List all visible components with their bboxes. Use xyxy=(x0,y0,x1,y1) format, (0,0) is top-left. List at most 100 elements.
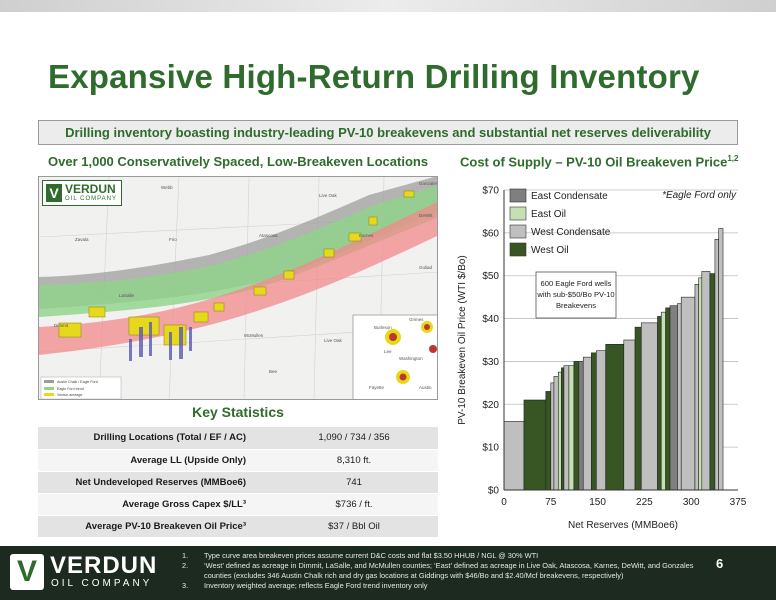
bar xyxy=(665,307,671,491)
top-band xyxy=(0,0,776,12)
footnote-number: 2. xyxy=(182,561,189,570)
bar xyxy=(657,316,662,491)
footnote-number: 3. xyxy=(182,581,189,590)
bar xyxy=(623,339,636,491)
map-section-header: Over 1,000 Conservatively Spaced, Low-Br… xyxy=(48,154,429,169)
svg-text:Fayette: Fayette xyxy=(369,385,385,390)
map-logo-v-icon: V xyxy=(46,184,62,202)
svg-text:Burleson: Burleson xyxy=(374,325,392,330)
chart-svg: $0 $10 $20 $30 $40 $50 $60 $70 0 75 150 225 300 375 Ne… xyxy=(457,186,747,532)
bar xyxy=(709,273,716,491)
legend-label: East Oil xyxy=(531,209,566,220)
bar xyxy=(553,376,559,491)
svg-text:Dimmit: Dimmit xyxy=(54,323,69,328)
gray-trend-band xyxy=(39,177,437,309)
chart-section-title: Cost of Supply – PV-10 Oil Breakeven Pri… xyxy=(460,154,728,170)
stat-label: Average PV-10 Breakeven Oil Price³ xyxy=(38,515,270,538)
svg-text:Bee: Bee xyxy=(269,369,278,374)
verdun-acreage xyxy=(58,190,415,346)
svg-text:DeWitt: DeWitt xyxy=(419,213,433,218)
legend-swatch xyxy=(509,242,527,257)
stat-value: 1,090 / 734 / 356 xyxy=(270,427,438,450)
svg-text:Goliad: Goliad xyxy=(419,265,433,270)
svg-text:Webb: Webb xyxy=(161,185,173,190)
acreage-map: Webb Zavala Frio Atascosa Live Oak Karnes De… xyxy=(38,176,438,400)
table-row: Average LL (Upside Only) 8,310 ft. xyxy=(38,449,438,472)
x-tick-label: 75 xyxy=(545,497,557,508)
table-row: Net Undeveloped Reserves (MMBoe6) 741 xyxy=(38,471,438,494)
stat-value: 741 xyxy=(270,471,438,494)
y-tick-label: $40 xyxy=(482,314,499,325)
map-legend-item-2: Eagle Ford trend xyxy=(57,387,84,391)
bar xyxy=(698,277,703,491)
bar xyxy=(582,356,592,491)
stat-label: Average LL (Upside Only) xyxy=(38,449,270,472)
chart-note: *Eagle Ford only xyxy=(662,190,737,201)
callout-text: 600 Eagle Ford wells xyxy=(541,279,612,288)
y-tick-label: $70 xyxy=(482,186,499,197)
bar xyxy=(550,382,555,491)
y-tick-label: $50 xyxy=(482,271,499,282)
callout-text: with sub-$50/Bo PV-10 xyxy=(536,290,614,299)
footer-logo-name: VERDUN xyxy=(50,552,158,579)
stat-label: Drilling Locations (Total / EF / AC) xyxy=(38,427,270,450)
svg-text:LaSalle: LaSalle xyxy=(119,293,135,298)
svg-text:Grimes: Grimes xyxy=(409,317,424,322)
bar xyxy=(634,326,642,491)
x-tick-label: 150 xyxy=(589,497,606,508)
bar xyxy=(523,399,547,491)
footnote-text: Inventory weighted average; reflects Eag… xyxy=(204,581,428,590)
svg-text:Gonzales: Gonzales xyxy=(419,181,438,186)
bar xyxy=(669,305,678,491)
svg-text:Zavala: Zavala xyxy=(75,237,89,242)
legend-label: West Condensate xyxy=(531,227,611,238)
green-trend-band xyxy=(39,185,437,317)
svg-text:Austin: Austin xyxy=(419,385,432,390)
y-tick-label: $20 xyxy=(482,400,499,411)
callout-text: Breakevens xyxy=(556,301,596,310)
map-labels: Webb Zavala Frio Atascosa Live Oak Karnes De… xyxy=(54,181,438,390)
legend-swatch xyxy=(509,224,527,239)
subtitle-banner: Drilling inventory boasting industry-lea… xyxy=(38,120,738,145)
bar xyxy=(718,228,724,491)
svg-text:Lee: Lee xyxy=(384,349,392,354)
footnote: 1. Type curve area breakeven prices assum… xyxy=(182,551,702,561)
x-tick-label: 300 xyxy=(683,497,700,508)
svg-text:Karnes: Karnes xyxy=(359,233,374,238)
red-trend-band xyxy=(39,201,437,355)
key-statistics-table: Drilling Locations (Total / EF / AC) 1,09… xyxy=(38,427,438,538)
bar xyxy=(596,350,607,491)
table-row: Average Gross Capex $/LL³ $736 / ft. xyxy=(38,493,438,516)
table-row: Drilling Locations (Total / EF / AC) 1,09… xyxy=(38,427,438,450)
stat-value: 8,310 ft. xyxy=(270,449,438,472)
map-logo-sub: OIL COMPANY xyxy=(65,196,118,202)
x-tick-label: 375 xyxy=(730,497,747,508)
chart-section-header: Cost of Supply – PV-10 Oil Breakeven Pri… xyxy=(460,154,738,169)
footnote: 2. ‘West’ defined as acreage in Dimmit, L… xyxy=(182,561,702,581)
map-graphic: Webb Zavala Frio Atascosa Live Oak Karnes De… xyxy=(39,177,438,399)
map-logo-name: VERDUN xyxy=(65,182,116,196)
map-legend: Austin Chalk / Eagle Ford Eagle Ford tre… xyxy=(40,376,122,399)
bar xyxy=(605,343,625,491)
callout-box xyxy=(535,271,617,319)
footnote-number: 1. xyxy=(182,551,189,560)
map-legend-item-1: Austin Chalk / Eagle Ford xyxy=(57,380,98,384)
bar xyxy=(714,238,719,491)
bar xyxy=(578,361,584,491)
footnote-text: ‘West’ defined as acreage in Dimmit, LaS… xyxy=(204,561,694,580)
footer-logo-sub: OIL COMPANY xyxy=(51,578,153,589)
footnote-text: Type curve area breakeven prices assume … xyxy=(204,551,539,560)
legend-swatch xyxy=(509,206,527,221)
svg-text:Washington: Washington xyxy=(399,356,423,361)
bar xyxy=(640,322,658,491)
bar xyxy=(573,361,580,491)
map-logo: V VERDUN OIL COMPANY xyxy=(42,180,122,206)
stat-label: Average Gross Capex $/LL³ xyxy=(38,493,270,516)
svg-text:Frio: Frio xyxy=(169,237,177,242)
footnotes: 1. Type curve area breakeven prices assum… xyxy=(182,551,702,591)
stat-value: $37 / Bbl Oil xyxy=(270,515,438,538)
legend-label: West Oil xyxy=(531,245,569,256)
svg-text:McMullen: McMullen xyxy=(244,333,264,338)
svg-text:Live Oak: Live Oak xyxy=(324,338,343,343)
